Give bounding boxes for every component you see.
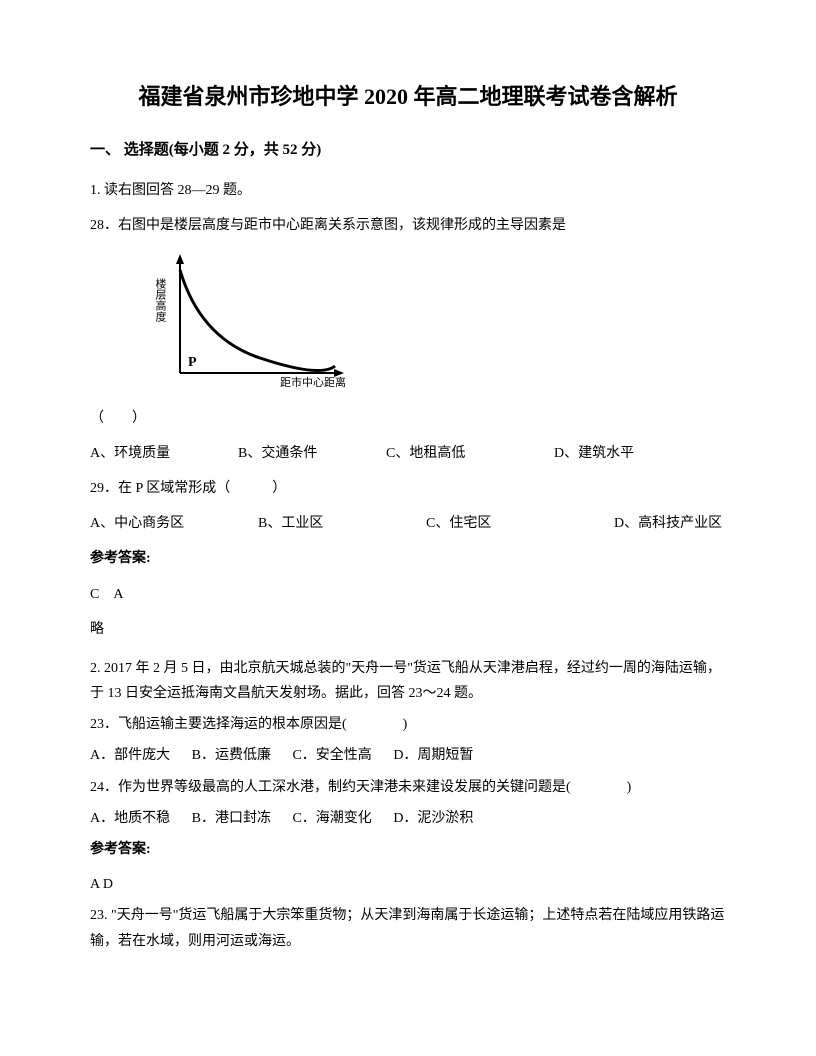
q24-option-b: B．港口封冻 [192, 811, 271, 826]
y-axis-label: 楼层高度 [154, 277, 167, 323]
q24-text: 24．作为世界等级最高的人工深水港，制约天津港未来建设发展的关键问题是( ) [90, 775, 726, 800]
q1-answer: C A [90, 582, 726, 607]
q28-options: A、环境质量 B、交通条件 C、地租高低 D、建筑水平 [90, 441, 726, 466]
q28-option-b: B、交通条件 [238, 441, 378, 466]
chart-container: 楼层高度 距市中心距离 P [150, 248, 726, 397]
q2-intro: 2. 2017 年 2 月 5 日，由北京航天城总装的"天舟一号"货运飞船从天津… [90, 656, 726, 706]
section-header: 一、 选择题(每小题 2 分，共 52 分) [90, 137, 726, 164]
q1-answer-label: 参考答案: [90, 546, 726, 571]
q23-text: 23．飞船运输主要选择海运的根本原因是( ) [90, 712, 726, 737]
q28-option-c: C、地租高低 [386, 441, 546, 466]
q23-option-d: D．周期短暂 [393, 748, 473, 763]
question-1-block: 1. 读右图回答 28—29 题。 28．右图中是楼层高度与距市中心距离关系示意… [90, 178, 726, 642]
q24-option-a: A．地质不稳 [90, 811, 170, 826]
q2-explanation: 23. "天舟一号"货运飞船属于大宗笨重货物；从天津到海南属于长途运输；上述特点… [90, 903, 726, 953]
q29-option-c: C、住宅区 [426, 511, 606, 536]
q28-option-d: D、建筑水平 [554, 441, 634, 466]
q29-text: 29．在 P 区域常形成（ ） [90, 476, 726, 501]
question-2-block: 2. 2017 年 2 月 5 日，由北京航天城总装的"天舟一号"货运飞船从天津… [90, 656, 726, 954]
p-label: P [188, 355, 197, 370]
q23-option-b: B．运费低廉 [192, 748, 271, 763]
q23-option-c: C．安全性高 [292, 748, 371, 763]
q23-options: A．部件庞大 B．运费低廉 C．安全性高 D．周期短暂 [90, 743, 726, 768]
q29-options: A、中心商务区 B、工业区 C、住宅区 D、高科技产业区 [90, 511, 726, 536]
q28-text: 28．右图中是楼层高度与距市中心距离关系示意图，该规律形成的主导因素是 [90, 213, 726, 238]
q1-intro: 1. 读右图回答 28—29 题。 [90, 178, 726, 203]
q29-option-a: A、中心商务区 [90, 511, 250, 536]
q1-note: 略 [90, 617, 726, 642]
q23-option-a: A．部件庞大 [90, 748, 170, 763]
q24-option-c: C．海潮变化 [292, 811, 371, 826]
q29-option-d: D、高科技产业区 [614, 511, 722, 536]
q2-answer: A D [90, 872, 726, 897]
page-title: 福建省泉州市珍地中学 2020 年高二地理联考试卷含解析 [90, 80, 726, 113]
q2-answer-label: 参考答案: [90, 837, 726, 862]
q24-option-d: D．泥沙淤积 [393, 811, 473, 826]
building-height-chart: 楼层高度 距市中心距离 P [150, 248, 350, 388]
q28-blank: （ ） [90, 406, 726, 431]
q29-option-b: B、工业区 [258, 511, 418, 536]
q28-option-a: A、环境质量 [90, 441, 230, 466]
x-axis-label: 距市中心距离 [280, 375, 346, 388]
q24-options: A．地质不稳 B．港口封冻 C．海潮变化 D．泥沙淤积 [90, 806, 726, 831]
